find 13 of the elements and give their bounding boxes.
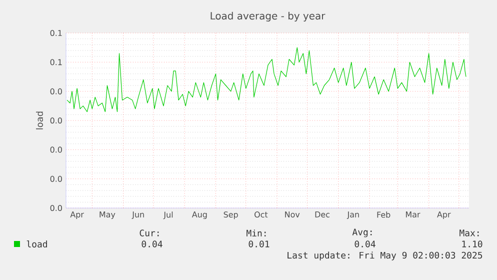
legend-label: load	[26, 240, 47, 248]
text: Cur:	[140, 230, 159, 236]
text: 1.10	[462, 240, 482, 248]
line-series	[66, 47, 466, 112]
y-axis-title: load	[36, 112, 43, 130]
text: 0.01	[248, 240, 270, 248]
text: Min:	[246, 230, 266, 236]
text: Max:	[460, 230, 479, 236]
text: Last update: Fri May 9 02:00:03 2025	[288, 252, 482, 260]
text: Avg:	[352, 228, 372, 238]
chart-title: Load average - by year	[210, 12, 326, 22]
text: 0.04	[142, 240, 162, 248]
text: 0.04	[354, 240, 376, 248]
